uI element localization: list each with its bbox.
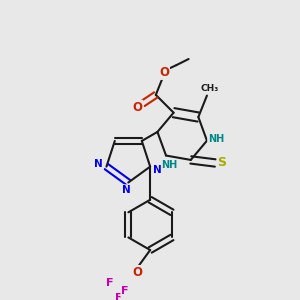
Text: F: F xyxy=(106,278,113,288)
Text: NH: NH xyxy=(161,160,177,170)
Text: F: F xyxy=(121,286,129,296)
Text: NH: NH xyxy=(208,134,224,144)
Text: N: N xyxy=(122,185,131,195)
Text: O: O xyxy=(132,266,142,279)
Text: CH₃: CH₃ xyxy=(200,84,218,93)
Text: S: S xyxy=(218,157,226,169)
Text: N: N xyxy=(94,159,103,169)
Text: O: O xyxy=(159,66,169,79)
Text: F: F xyxy=(115,292,122,300)
Text: O: O xyxy=(132,101,142,114)
Text: N: N xyxy=(152,165,161,175)
